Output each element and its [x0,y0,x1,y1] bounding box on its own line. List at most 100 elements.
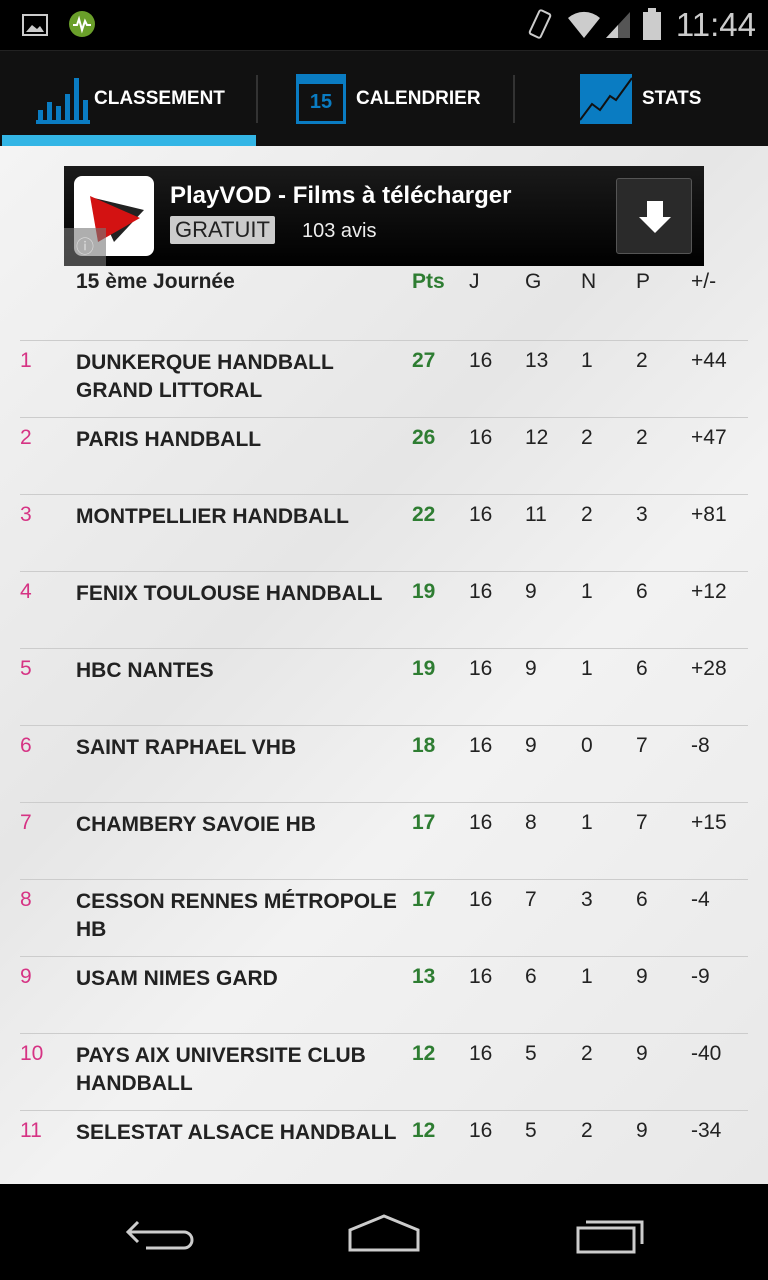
battery-icon [643,8,661,40]
team-name: HBC NANTES [76,659,214,682]
back-icon[interactable] [124,1214,196,1254]
col-j: J [469,270,480,293]
cell-g: 5 [525,1042,537,1065]
bar-chart-icon [36,78,90,124]
rotate-icon [528,9,552,39]
ad-reviews: 103 avis [302,220,377,242]
cell-pts: 22 [412,503,436,526]
rank: 11 [20,1119,42,1142]
ad-download-button[interactable] [616,178,692,254]
cell-g: 7 [525,888,537,911]
cell-n: 3 [581,888,593,911]
info-icon[interactable]: ⓘ [64,228,106,266]
recent-apps-icon[interactable] [574,1216,646,1256]
cell-p: 2 [636,349,648,372]
table-row[interactable]: 9 USAM NIMES GARD 13 16 6 1 9 -9 [20,956,748,1033]
team-name: CESSON RENNES MÉTROPOLE HB [76,890,397,941]
table-row[interactable]: 1 DUNKERQUE HANDBALL GRAND LITTORAL 27 16 13… [20,340,748,417]
cell-j: 16 [469,426,493,449]
rank: 5 [20,657,32,680]
standings-content[interactable]: ⓘ PlayVOD - Films à télécharger GRATUIT … [0,146,768,1184]
navigation-bar [0,1184,768,1280]
tab-calendrier[interactable]: 15 CALENDRIER [296,51,481,147]
cell-n: 1 [581,657,593,680]
cell-n: 2 [581,426,593,449]
cell-g: 12 [525,426,549,449]
clock: 11:44 [675,6,756,43]
rank: 3 [20,503,32,526]
tab-bar: CLASSEMENT 15 CALENDRIER STATS [0,50,768,147]
cell-p: 6 [636,580,648,603]
cell-j: 16 [469,503,493,526]
gallery-icon [22,14,48,36]
cell-diff: +28 [691,657,727,680]
rank: 10 [20,1042,44,1065]
cell-j: 16 [469,1042,493,1065]
cell-j: 16 [469,349,493,372]
team-name: SELESTAT ALSACE HANDBALL [76,1121,397,1144]
cell-diff: +12 [691,580,727,603]
table-row[interactable]: 10 PAYS AIX UNIVERSITE CLUB HANDBALL 12 16 5… [20,1033,748,1110]
cell-diff: -40 [691,1042,722,1065]
cell-g: 5 [525,1119,537,1142]
rank: 6 [20,734,32,757]
cell-p: 6 [636,888,648,911]
col-g: G [525,270,542,293]
col-pts: Pts [412,270,445,293]
tab-label: CLASSEMENT [94,88,225,109]
cell-n: 1 [581,349,593,372]
cell-j: 16 [469,888,493,911]
ad-banner[interactable]: ⓘ PlayVOD - Films à télécharger GRATUIT … [64,166,704,266]
tab-classement[interactable]: CLASSEMENT [36,51,225,147]
table-row[interactable]: 2 PARIS HANDBALL 26 16 12 2 2 +47 [20,417,748,494]
table-row[interactable]: 4 FENIX TOULOUSE HANDBALL 19 16 9 1 6 +12 [20,571,748,648]
team-name: CHAMBERY SAVOIE HB [76,813,316,836]
team-name: FENIX TOULOUSE HANDBALL [76,582,383,605]
table-header: 15 ème Journée Pts J G N P +/- [0,270,768,300]
cell-pts: 27 [412,349,436,372]
cell-pts: 12 [412,1042,436,1065]
cell-diff: -34 [691,1119,722,1142]
cell-pts: 18 [412,734,436,757]
ad-price-badge: GRATUIT [170,216,275,244]
table-row[interactable]: 7 CHAMBERY SAVOIE HB 17 16 8 1 7 +15 [20,802,748,879]
cell-g: 6 [525,965,537,988]
line-chart-icon [580,74,632,124]
cell-g: 9 [525,657,537,680]
cell-p: 9 [636,1042,648,1065]
calendar-day: 15 [309,91,333,113]
team-name: SAINT RAPHAEL VHB [76,736,297,759]
table-row[interactable]: 8 CESSON RENNES MÉTROPOLE HB 17 16 7 3 6 -4 [20,879,748,956]
cell-pts: 19 [412,657,436,680]
cell-p: 9 [636,1119,648,1142]
tab-stats[interactable]: STATS [580,51,701,147]
rank: 7 [20,811,32,834]
table-row[interactable]: 3 MONTPELLIER HANDBALL 22 16 11 2 3 +81 [20,494,748,571]
cell-pts: 19 [412,580,436,603]
table-row[interactable]: 11 SELESTAT ALSACE HANDBALL 12 16 5 2 9 -34 [20,1110,748,1187]
active-tab-indicator [2,135,256,147]
cell-p: 7 [636,734,648,757]
home-icon[interactable] [346,1212,422,1254]
cell-j: 16 [469,965,493,988]
cell-pts: 13 [412,965,436,988]
cell-p: 7 [636,811,648,834]
round-title: 15 ème Journée [76,270,235,293]
team-name: MONTPELLIER HANDBALL [76,505,349,528]
cell-p: 6 [636,657,648,680]
cell-p: 3 [636,503,648,526]
table-row[interactable]: 5 HBC NANTES 19 16 9 1 6 +28 [20,648,748,725]
activity-app-icon [69,11,95,37]
status-bar: 11:44 [0,0,768,50]
cell-j: 16 [469,811,493,834]
rank: 4 [20,580,32,603]
cell-pts: 26 [412,426,436,449]
cell-g: 9 [525,734,537,757]
table-row[interactable]: 6 SAINT RAPHAEL VHB 18 16 9 0 7 -8 [20,725,748,802]
team-name: PARIS HANDBALL [76,428,262,451]
team-name: PAYS AIX UNIVERSITE CLUB HANDBALL [76,1044,366,1095]
rank: 2 [20,426,32,449]
cell-diff: +15 [691,811,727,834]
download-arrow-icon [639,201,671,233]
cell-pts: 17 [412,888,436,911]
